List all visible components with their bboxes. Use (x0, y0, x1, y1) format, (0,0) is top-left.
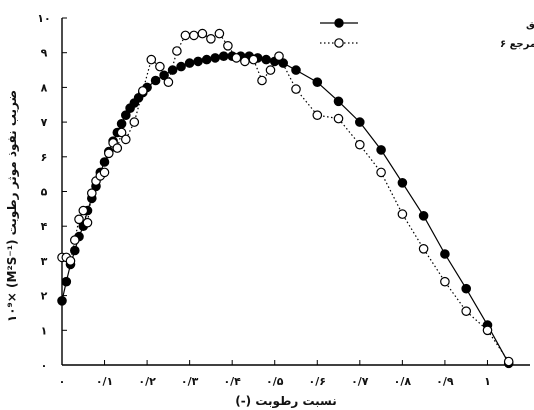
series-1-point (146, 54, 157, 65)
x-tick-label: ۰/۳ (181, 375, 199, 388)
series-0-point (184, 58, 195, 68)
series-0-point (397, 178, 408, 188)
series-1-point (376, 167, 386, 178)
series-0-point (57, 295, 67, 306)
series-1-point (104, 148, 114, 159)
series-1-point (70, 235, 80, 245)
series-1-point (74, 214, 84, 225)
series-1-point (206, 33, 216, 44)
series-0-line (61, 55, 510, 364)
series-1-point (78, 205, 89, 216)
y-tick-label: ۴ (41, 220, 48, 233)
y-tick-label: ۰ (41, 359, 48, 372)
series-1-point (82, 217, 93, 228)
legend-label-1: داده های حاصل از مرجع ۶ (500, 39, 534, 50)
series-1-point (87, 188, 97, 198)
series-0-point (150, 75, 161, 86)
x-axis-title: نسبت رطوبت (-) (235, 394, 337, 409)
series-1-point (418, 244, 429, 254)
y-tick-label: ۱ (41, 324, 48, 337)
series-0-point (440, 249, 450, 259)
series-0-point (167, 65, 178, 75)
series-0-point (291, 65, 301, 75)
x-tick-label: ۰/۶ (309, 375, 326, 388)
series-1-point (214, 28, 225, 39)
x-tick-label: ۰/۴ (223, 375, 241, 388)
series-1-point (482, 325, 493, 336)
series-1-point (231, 53, 242, 63)
x-tick-label: ۰/۲ (138, 375, 156, 388)
series-1-point (461, 306, 471, 316)
series-1-point (354, 139, 365, 150)
y-tick-label: ۲ (41, 290, 48, 303)
x-tick-label: ۰/۹ (436, 375, 454, 388)
series-0-point (70, 245, 80, 256)
legend-marker-1 (334, 38, 344, 48)
series-1-point (172, 46, 182, 56)
series-1-point (312, 110, 323, 120)
series-1-point (440, 276, 450, 287)
x-tick-label: ۰ (59, 375, 66, 388)
x-tick-label: ۰/۵ (266, 375, 284, 388)
series-1-point (99, 167, 110, 178)
y-axis-title: ضریب نفوذ موثر رطوبت (M²S⁻¹) ×۱۰⁹ (5, 90, 20, 322)
y-tick-label: ۸ (41, 81, 48, 94)
series-1-point (291, 84, 301, 94)
series-1-point (257, 75, 267, 86)
series-0-point (376, 145, 386, 155)
series-1-point (180, 30, 191, 41)
series-1-point (138, 86, 148, 96)
series-1-point (397, 209, 408, 219)
legend-marker-0 (334, 18, 344, 28)
series-0-point (201, 54, 212, 65)
series-1-point (223, 40, 233, 51)
y-tick-label: ۷ (41, 116, 48, 129)
series-0-point (121, 110, 131, 120)
axes: ۰ ۱ ۲ ۳ ۴ ۵ ۶ ۷ ۸ ۹ ۱۰ ۰ ۰/۱ ۰/۲ ۰/۳ ۰/۴ ۰/۵ ۰/۶ ۰/۷ ۰/۸ ۰/۹… (37, 12, 530, 388)
series-0-point (261, 54, 271, 65)
series-0-point (61, 276, 72, 287)
series-0-point (99, 157, 110, 167)
series-0-point (116, 119, 127, 129)
series-1-point (155, 61, 165, 72)
y-tick-label: ۶ (41, 151, 48, 164)
legend: داده های حاصل از الگوریتم این تحقیق داده… (320, 17, 534, 50)
series-0-point (193, 56, 203, 67)
series-layer (57, 28, 514, 369)
y-tick-label: ۱۰ (37, 12, 50, 25)
series-1-point (503, 356, 514, 367)
series-1-point (189, 30, 199, 41)
series-1-line (62, 32, 510, 362)
series-1-point (116, 127, 127, 138)
series-1-point (112, 143, 123, 153)
series-1-point (333, 113, 344, 124)
series-1-point (129, 117, 140, 127)
series-0-point (312, 77, 323, 87)
x-tick-label: ۰/۱ (96, 375, 113, 388)
series-1-point (274, 51, 284, 61)
x-tick-label: ۰/۷ (351, 375, 369, 388)
y-tick-label: ۹ (41, 47, 48, 60)
legend-label-0: داده های حاصل از الگوریتم این تحقیق (526, 17, 534, 30)
series-1-point (265, 65, 276, 75)
y-tick-label: ۵ (41, 186, 48, 199)
series-1-point (121, 134, 131, 145)
series-1-point (248, 54, 259, 65)
series-0-point (176, 61, 186, 72)
series-1-point (65, 256, 76, 266)
x-tick-label: ۰/۸ (394, 375, 412, 388)
series-1-point (163, 77, 174, 87)
series-0-point (354, 117, 365, 127)
series-0-point (218, 51, 229, 61)
series-0-point (418, 211, 429, 221)
series-1-point (240, 56, 250, 67)
series-0-point (210, 53, 220, 63)
series-0-point (333, 96, 344, 107)
series-0-point (461, 283, 471, 294)
x-tick-label: ۱ (484, 375, 491, 388)
y-tick-label: ۳ (41, 255, 48, 268)
series-1-point (197, 28, 208, 39)
